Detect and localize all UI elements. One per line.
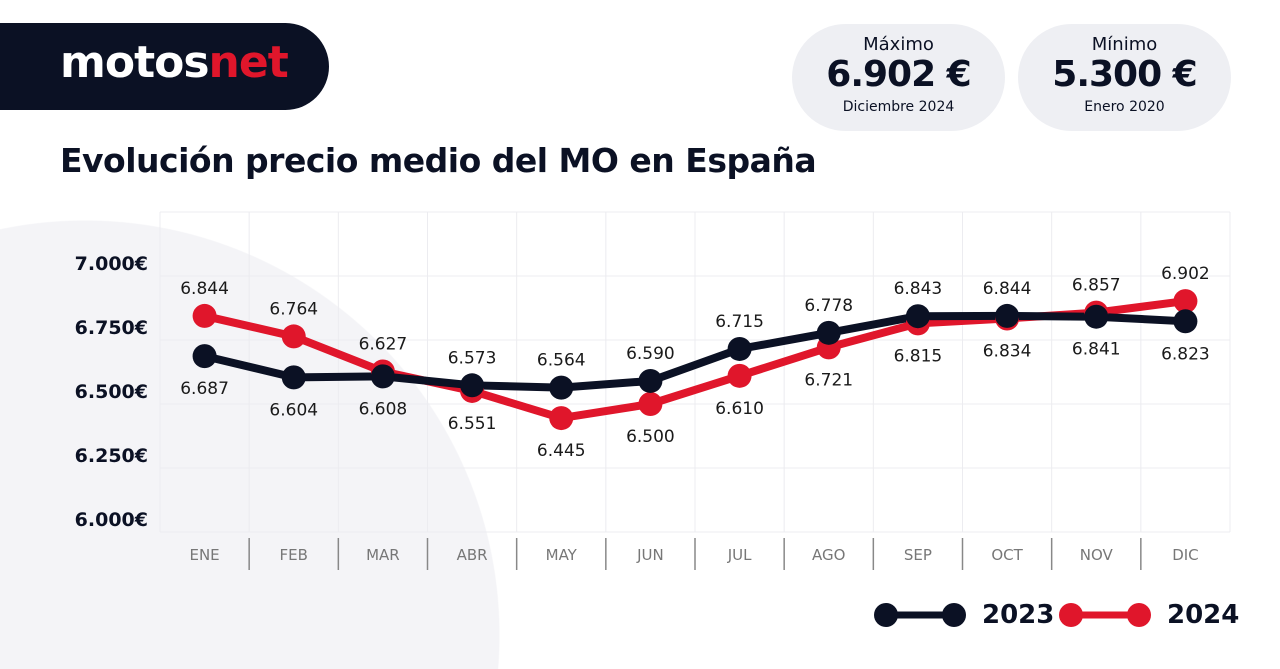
data-label-2023: 6.843 bbox=[894, 279, 943, 299]
data-label-2024: 6.857 bbox=[1072, 276, 1121, 296]
data-label-2024: 6.902 bbox=[1161, 264, 1210, 284]
x-tick-label: MAR bbox=[366, 546, 400, 564]
data-label-2024: 6.610 bbox=[715, 399, 764, 419]
min-stat: Mínimo 5.300 € Enero 2020 bbox=[1018, 24, 1231, 131]
logo-text: motosnet bbox=[60, 37, 289, 88]
data-label-2023: 6.823 bbox=[1161, 344, 1210, 364]
data-label-2023: 6.608 bbox=[359, 399, 408, 419]
x-tick-label: OCT bbox=[991, 546, 1023, 564]
data-label-2024: 6.844 bbox=[180, 279, 229, 299]
legend-2023: 2023 bbox=[872, 600, 1054, 630]
y-tick-label: 6.500€ bbox=[75, 381, 148, 403]
data-point-2023 bbox=[727, 336, 752, 361]
x-tick-label: JUN bbox=[636, 546, 664, 564]
data-label-2023: 6.590 bbox=[626, 344, 675, 364]
data-point-2023 bbox=[1173, 309, 1198, 334]
y-tick-label: 6.250€ bbox=[75, 445, 148, 467]
data-label-2023: 6.604 bbox=[269, 400, 318, 420]
data-point-2024 bbox=[638, 392, 663, 416]
y-tick-label: 6.750€ bbox=[75, 317, 148, 339]
chart-title: Evolución precio medio del MO en España bbox=[60, 141, 817, 180]
data-label-2024: 6.764 bbox=[269, 299, 318, 319]
data-label-2024: 6.500 bbox=[626, 427, 675, 447]
data-label-2023: 6.778 bbox=[804, 296, 853, 316]
data-label-2024: 6.721 bbox=[804, 370, 853, 390]
legend-2024: 2024 bbox=[1057, 600, 1239, 630]
x-tick-label: FEB bbox=[280, 546, 308, 564]
data-point-2023 bbox=[281, 365, 306, 390]
x-tick-label: NOV bbox=[1080, 546, 1114, 564]
data-label-2024: 6.445 bbox=[537, 441, 586, 461]
data-point-2023 bbox=[370, 364, 395, 389]
max-stat: Máximo 6.902 € Diciembre 2024 bbox=[792, 24, 1005, 131]
data-point-2023 bbox=[460, 373, 485, 398]
data-point-2023 bbox=[905, 304, 930, 329]
x-tick-label: DIC bbox=[1172, 546, 1198, 564]
data-label-2023: 6.687 bbox=[180, 379, 229, 399]
data-point-2024 bbox=[1173, 289, 1198, 314]
x-tick-label: AGO bbox=[812, 546, 845, 564]
logo-main: motos bbox=[60, 37, 210, 88]
data-point-2024 bbox=[281, 324, 306, 349]
max-label: Máximo bbox=[863, 34, 934, 55]
max-value: 6.902 € bbox=[826, 54, 971, 95]
data-label-2024: 6.627 bbox=[359, 334, 408, 354]
data-point-2023 bbox=[549, 375, 574, 400]
data-point-2023 bbox=[995, 303, 1020, 328]
data-point-2024 bbox=[727, 363, 752, 388]
x-tick-label: SEP bbox=[904, 546, 932, 564]
data-point-2023 bbox=[638, 368, 663, 393]
min-value: 5.300 € bbox=[1052, 54, 1197, 95]
x-tick-label: MAY bbox=[546, 546, 578, 564]
legend-label-2024: 2024 bbox=[1167, 600, 1240, 630]
legend-label-2023: 2023 bbox=[982, 600, 1055, 630]
data-label-2023: 6.844 bbox=[983, 279, 1032, 299]
y-tick-label: 7.000€ bbox=[75, 253, 148, 275]
min-label: Mínimo bbox=[1091, 34, 1158, 55]
legend-swatch-2023 bbox=[874, 603, 966, 627]
series-line-2023 bbox=[203, 311, 1186, 392]
data-point-2023 bbox=[1084, 304, 1109, 329]
data-point-2024 bbox=[549, 406, 574, 431]
data-point-2023 bbox=[192, 344, 217, 369]
data-label-2024: 6.834 bbox=[983, 341, 1032, 361]
min-date: Enero 2020 bbox=[1084, 99, 1165, 115]
logo: motosnet bbox=[0, 23, 329, 110]
data-label-2024: 6.815 bbox=[894, 346, 943, 366]
data-label-2023: 6.715 bbox=[715, 312, 764, 332]
data-label-2024: 6.551 bbox=[448, 414, 497, 434]
data-point-2023 bbox=[816, 320, 841, 345]
data-label-2023: 6.573 bbox=[448, 348, 497, 368]
y-tick-label: 6.000€ bbox=[75, 509, 148, 531]
x-tick-label: ABR bbox=[457, 546, 488, 564]
max-date: Diciembre 2024 bbox=[842, 99, 955, 115]
data-label-2023: 6.564 bbox=[537, 351, 586, 371]
legend-swatch-2024 bbox=[1059, 603, 1151, 627]
data-label-2023: 6.841 bbox=[1072, 340, 1121, 360]
data-point-2024 bbox=[192, 303, 217, 328]
x-tick-label: JUL bbox=[727, 546, 752, 564]
logo-accent: net bbox=[208, 37, 289, 88]
x-tick-label: ENE bbox=[189, 546, 219, 564]
